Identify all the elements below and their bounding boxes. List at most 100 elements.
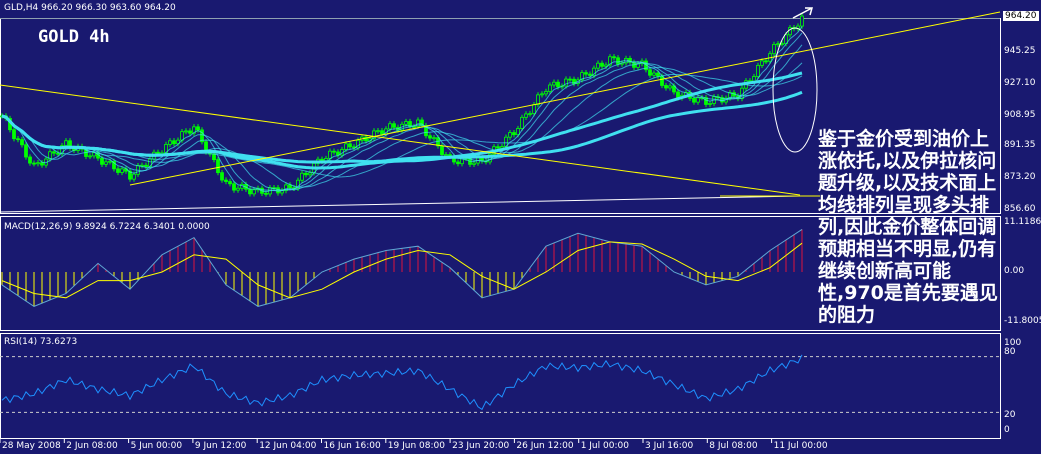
time-tick: 1 Jul 00:00 bbox=[580, 441, 629, 451]
candle bbox=[652, 72, 656, 76]
panel-frame-1 bbox=[0, 216, 1001, 331]
support-line bbox=[0, 195, 801, 213]
time-tick: 2 Jun 08:00 bbox=[66, 441, 118, 451]
candle bbox=[696, 97, 700, 103]
candle bbox=[544, 91, 548, 95]
candle bbox=[648, 69, 652, 76]
candle bbox=[380, 130, 384, 135]
candle bbox=[612, 56, 616, 59]
price-tick: 908.95 bbox=[1004, 110, 1036, 120]
candle bbox=[456, 161, 460, 165]
note-line: 涨依托,以及伊拉核问 bbox=[818, 150, 997, 172]
candle bbox=[112, 160, 116, 170]
candle bbox=[376, 130, 380, 133]
candle bbox=[236, 187, 240, 191]
candle bbox=[428, 135, 432, 139]
candle bbox=[248, 188, 252, 195]
candle bbox=[668, 85, 672, 89]
macd-main-line bbox=[1, 229, 803, 307]
candle bbox=[184, 130, 188, 133]
note-line: 列,因此金价整体回调 bbox=[818, 216, 997, 238]
candle bbox=[536, 94, 540, 106]
candle bbox=[132, 173, 136, 180]
note-line: 均线排列呈现多头排 bbox=[818, 194, 990, 216]
last-price-label: 964.20 bbox=[1003, 11, 1039, 21]
candle bbox=[36, 162, 40, 165]
candle bbox=[172, 140, 176, 145]
note-line: 鉴于金价受到油价上 bbox=[818, 128, 990, 150]
candle bbox=[656, 72, 660, 77]
trendline-up bbox=[129, 11, 1001, 186]
rsi-tick: 20 bbox=[1004, 410, 1016, 420]
symbol-info: GLD,H4 966.20 966.30 963.60 964.20 bbox=[4, 3, 176, 13]
candle bbox=[20, 139, 24, 146]
candle bbox=[64, 140, 68, 147]
candle bbox=[224, 179, 228, 182]
price-tick: 891.35 bbox=[1004, 140, 1036, 150]
price-tick: 927.10 bbox=[1004, 78, 1036, 88]
candle bbox=[372, 130, 376, 140]
candle bbox=[144, 164, 148, 167]
candle bbox=[12, 129, 16, 140]
candle bbox=[308, 172, 312, 176]
candle bbox=[416, 119, 420, 127]
candle bbox=[552, 81, 556, 86]
candle bbox=[348, 143, 352, 148]
time-tick: 5 Jun 00:00 bbox=[130, 441, 183, 451]
candle bbox=[596, 62, 600, 69]
candle bbox=[232, 183, 236, 191]
candle bbox=[264, 192, 268, 195]
candle bbox=[588, 73, 592, 76]
candle bbox=[592, 67, 596, 76]
candle bbox=[692, 97, 696, 103]
candle bbox=[48, 151, 52, 160]
candle bbox=[364, 136, 368, 142]
candle bbox=[800, 15, 804, 27]
rsi-tick: 80 bbox=[1004, 347, 1016, 357]
candle bbox=[40, 162, 44, 166]
candle bbox=[344, 143, 348, 150]
time-tick: 26 Jun 12:00 bbox=[516, 441, 574, 451]
candle bbox=[616, 57, 620, 65]
candle bbox=[752, 76, 756, 82]
candle bbox=[180, 131, 184, 141]
macd-label: MACD(12,26,9) 9.8924 6.7224 6.3401 0.000… bbox=[4, 222, 210, 232]
note-line: 性,970是首先要遇见 bbox=[818, 282, 998, 304]
trendline-down bbox=[0, 84, 801, 196]
macd-tick: -11.8005 bbox=[1004, 316, 1041, 326]
candle bbox=[472, 162, 476, 165]
candle bbox=[516, 128, 520, 136]
candle bbox=[116, 168, 120, 173]
candle bbox=[284, 184, 288, 191]
candle bbox=[24, 144, 28, 158]
macd-tick: 0.00 bbox=[1004, 266, 1025, 276]
candle bbox=[16, 138, 20, 141]
rsi-tick: 100 bbox=[1004, 338, 1022, 348]
panel-frame-2 bbox=[0, 333, 1001, 439]
candle bbox=[300, 172, 304, 181]
time-tick: 8 Jul 08:00 bbox=[709, 441, 758, 451]
candle bbox=[440, 145, 444, 156]
candle bbox=[328, 150, 332, 159]
time-tick: 9 Jun 12:00 bbox=[194, 441, 247, 451]
candle bbox=[228, 181, 232, 185]
candle bbox=[216, 159, 220, 174]
candle bbox=[664, 85, 668, 89]
candle bbox=[540, 93, 544, 96]
rsi-line bbox=[1, 354, 803, 411]
analysis-note: 鉴于金价受到油价上 涨依托,以及伊拉核问 题升级,以及技术面上 均线排列呈现多头排 列,… bbox=[818, 128, 1041, 326]
candle bbox=[332, 150, 336, 153]
price-tick: 873.20 bbox=[1004, 172, 1036, 182]
time-tick: 19 Jun 08:00 bbox=[387, 441, 445, 451]
candle bbox=[188, 130, 192, 134]
time-tick: 16 Jun 16:00 bbox=[323, 441, 381, 451]
candle bbox=[764, 60, 768, 63]
candle bbox=[32, 162, 36, 165]
note-line: 预期相当不明显,仍有 bbox=[818, 238, 997, 260]
rsi-tick: 0 bbox=[1004, 425, 1010, 435]
candle bbox=[200, 129, 204, 143]
candle bbox=[572, 78, 576, 85]
note-line: 的阻力 bbox=[818, 304, 876, 326]
